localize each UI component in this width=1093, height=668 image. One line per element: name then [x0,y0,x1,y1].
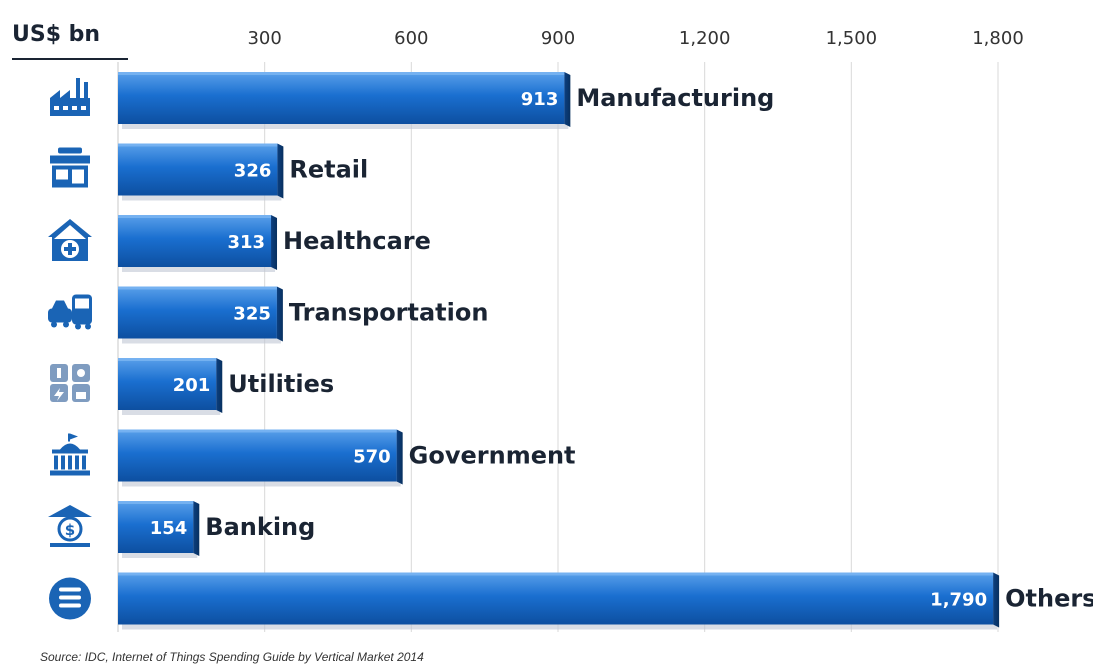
category-label: Transportation [289,299,489,327]
bar-end-cap [396,429,403,485]
bar-value-label: 1,790 [930,590,987,611]
category-label: Utilities [228,370,334,398]
bar-end-cap [564,72,571,127]
x-tick-label: 1,800 [972,28,1024,49]
source-note: Source: IDC, Internet of Things Spending… [40,650,424,664]
bar-highlight [118,501,194,504]
category-label: Healthcare [283,227,431,255]
bar-highlight [118,286,277,290]
bar-value-label: 325 [233,304,271,325]
hospital-icon [48,219,92,261]
factory-icon [50,78,90,116]
car-bus-icon [48,294,92,330]
bar-value-label: 570 [353,447,391,468]
category-label: Government [409,442,576,470]
bank-icon: $ [48,505,92,547]
bar-value-label: 201 [173,375,211,396]
category-label: Manufacturing [576,84,774,112]
menu-circle-icon [49,577,91,620]
bar-end-cap [993,572,1000,628]
unit-label: US$ bn [12,22,101,47]
bar [118,429,397,482]
bar-highlight [118,572,994,576]
bar-highlight [118,358,217,361]
utilities-icon [50,364,90,402]
bar-end-cap [193,501,200,556]
bar-highlight [118,143,278,147]
bar-end-cap [216,358,223,413]
category-label: Others [1005,585,1093,613]
x-tick-label: 1,200 [679,28,731,49]
bar [118,143,278,196]
category-label: Banking [205,513,315,541]
bar-end-cap [276,286,283,342]
x-tick-label: 300 [247,28,281,49]
bar [118,572,994,625]
bar-end-cap [277,143,284,199]
bar-highlight [118,215,272,218]
government-building-icon [50,433,90,476]
bar [118,358,217,410]
bar-value-label: 913 [521,89,559,110]
x-tick-label: 900 [541,28,575,49]
bar-highlight [118,72,565,75]
category-label: Retail [289,156,368,184]
bar-end-cap [271,215,278,270]
bar-value-label: 326 [234,161,272,182]
svg-text:$: $ [65,521,75,539]
bar [118,501,194,553]
x-tick-label: 1,500 [826,28,878,49]
bar [118,215,272,267]
x-tick-label: 600 [394,28,428,49]
bar [118,286,277,339]
bar [118,72,565,124]
store-icon [50,147,90,188]
bar-value-label: 313 [227,232,265,253]
unit-underline [12,58,128,60]
bar-highlight [118,429,397,433]
bar-value-label: 154 [150,518,188,539]
